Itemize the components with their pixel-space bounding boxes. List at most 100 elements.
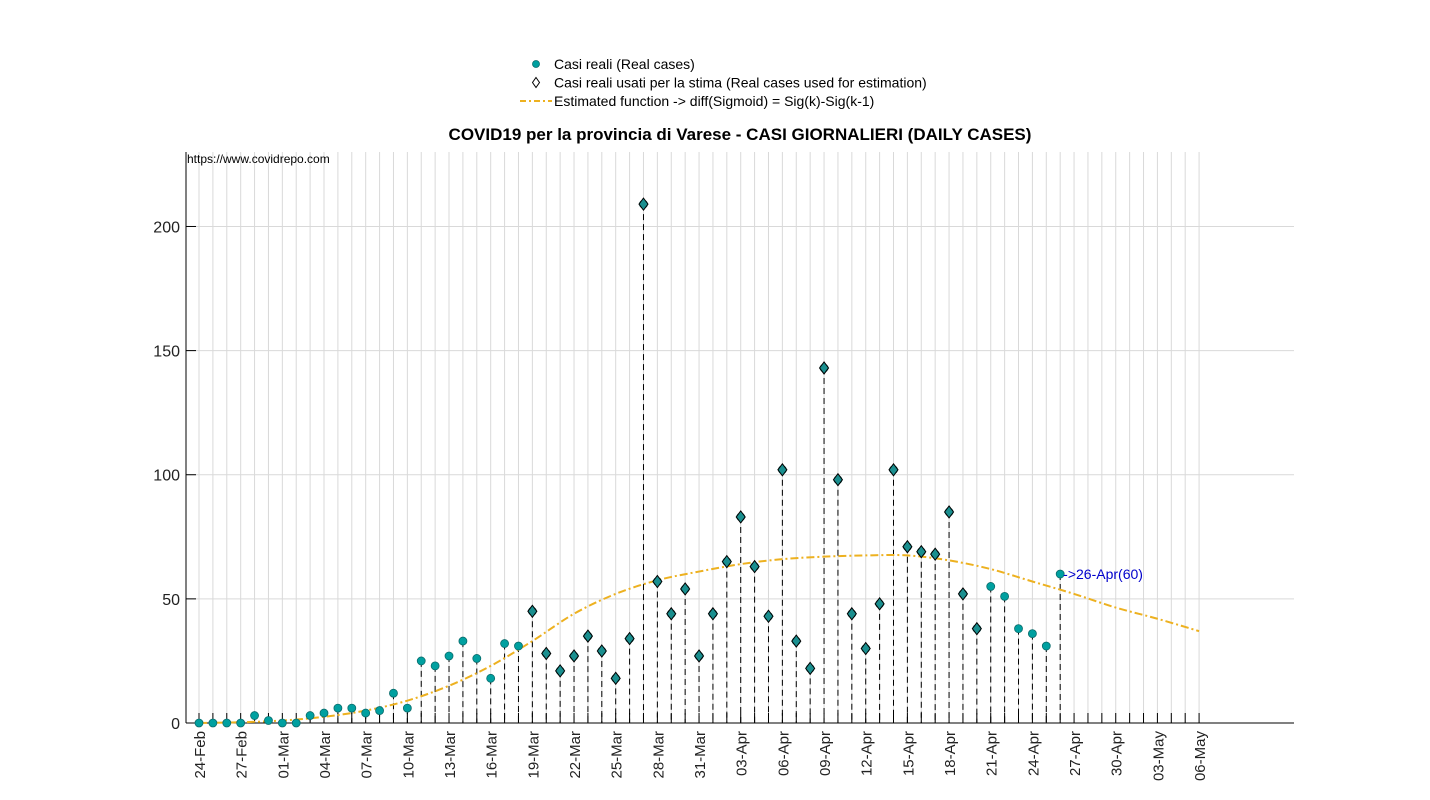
- point-real-case: [194, 718, 204, 728]
- x-tick-label: 31-Mar: [692, 731, 709, 779]
- x-tick-label: 19-Mar: [525, 731, 542, 779]
- legend-marker-dot: [532, 60, 540, 68]
- point-real-case: [347, 703, 357, 713]
- point-real-case: [333, 703, 343, 713]
- point-estimation: [527, 604, 538, 619]
- y-tick-label: 100: [153, 468, 180, 485]
- point-estimation: [555, 664, 566, 678]
- x-tick-label: 12-Apr: [859, 731, 876, 776]
- point-estimation: [624, 631, 635, 646]
- point-estimation: [638, 197, 649, 211]
- point-real-case: [472, 654, 482, 663]
- legend: Casi reali (Real cases) Casi reali usati …: [520, 56, 927, 109]
- point-real-case: [1000, 591, 1010, 601]
- x-tick-label: 07-Mar: [359, 731, 376, 779]
- y-tick-label: 0: [171, 716, 180, 733]
- legend-label: Casi reali usati per la stima (Real case…: [554, 75, 927, 91]
- point-real-case: [430, 661, 440, 671]
- point-real-case: [389, 688, 398, 698]
- x-tick-label: 30-Apr: [1109, 731, 1126, 776]
- point-real-case: [444, 651, 454, 661]
- point-estimation: [680, 582, 691, 596]
- x-tick-label: 27-Feb: [234, 731, 251, 779]
- point-real-case: [264, 716, 273, 725]
- point-real-case: [458, 636, 468, 646]
- point-estimation: [749, 559, 760, 574]
- point-real-case: [514, 641, 523, 651]
- point-estimation: [763, 609, 774, 624]
- y-tick-label: 50: [162, 592, 180, 609]
- x-tick-label: 06-Apr: [775, 731, 792, 776]
- x-tick-label: 04-Mar: [317, 731, 334, 779]
- annotation-label: ->26-Apr(60): [1063, 566, 1143, 582]
- x-tick-label: 03-Apr: [734, 731, 751, 776]
- x-tick-label: 06-May: [1192, 731, 1209, 782]
- point-estimation: [596, 644, 607, 658]
- point-estimation: [930, 547, 941, 562]
- x-tick-label: 15-Apr: [900, 731, 917, 776]
- point-real-case: [402, 703, 412, 713]
- point-estimation: [832, 472, 844, 487]
- point-real-case: [1055, 569, 1065, 579]
- y-tick-label: 150: [153, 344, 180, 361]
- x-tick-label: 24-Apr: [1025, 731, 1042, 776]
- point-real-case: [486, 673, 496, 683]
- source-label: https://www.covidrepo.com: [187, 152, 330, 166]
- point-estimation: [916, 544, 927, 559]
- y-tick-labels: 0 50 100 150 200: [153, 219, 180, 733]
- point-estimation: [652, 574, 663, 589]
- point-real-case: [291, 718, 301, 728]
- point-real-case: [416, 656, 426, 666]
- stem-lines: [254, 204, 1061, 723]
- legend-label: Casi reali (Real cases): [554, 56, 695, 72]
- point-estimation: [735, 510, 746, 524]
- x-tick-label: 21-Apr: [984, 731, 1001, 776]
- point-estimation: [846, 606, 857, 621]
- point-estimation: [805, 661, 816, 676]
- x-tick-label: 13-Mar: [442, 731, 459, 779]
- point-estimation: [777, 462, 788, 477]
- point-real-case: [361, 708, 371, 718]
- point-real-case: [236, 718, 246, 728]
- x-tick-label: 27-Apr: [1067, 731, 1084, 776]
- x-tick-label: 28-Mar: [650, 731, 667, 779]
- point-real-case: [319, 708, 329, 718]
- point-real-case: [277, 718, 287, 728]
- x-tick-label: 25-Mar: [609, 731, 626, 779]
- legend-marker-diamond: [531, 76, 541, 89]
- x-tick-label: 24-Feb: [192, 731, 209, 779]
- x-tick-labels: 24-Feb 27-Feb 01-Mar 04-Mar 07-Mar 10-Mar 13-M…: [192, 731, 1209, 782]
- point-estimation: [693, 649, 705, 663]
- point-estimation: [902, 539, 913, 554]
- point-estimation: [541, 646, 552, 661]
- data-points: [194, 197, 1065, 728]
- point-estimation: [582, 629, 594, 643]
- point-real-case: [1014, 624, 1023, 634]
- x-tick-label: 22-Mar: [567, 731, 584, 779]
- x-tick-label: 03-May: [1150, 731, 1167, 782]
- point-real-case: [375, 706, 384, 715]
- point-estimation: [610, 671, 621, 686]
- point-estimation: [818, 361, 830, 375]
- point-real-case: [250, 711, 259, 720]
- point-estimation: [971, 621, 982, 636]
- x-tick-label: 18-Apr: [942, 731, 959, 776]
- point-estimation: [666, 606, 677, 621]
- x-tick-label: 16-Mar: [484, 731, 501, 779]
- annotations: ->26-Apr(60): [1063, 566, 1143, 582]
- x-tick-label: 10-Mar: [400, 731, 417, 779]
- point-estimation: [957, 587, 969, 601]
- point-estimation: [888, 462, 899, 477]
- x-tick-label: 01-Mar: [275, 731, 292, 779]
- chart-title: COVID19 per la provincia di Varese - CAS…: [449, 125, 1032, 144]
- point-real-case: [305, 711, 315, 720]
- point-real-case: [500, 639, 509, 648]
- point-real-case: [986, 582, 996, 591]
- point-estimation: [721, 554, 732, 569]
- point-estimation: [874, 597, 885, 611]
- point-real-case: [1028, 629, 1037, 639]
- point-estimation: [791, 634, 802, 648]
- point-estimation: [707, 606, 719, 621]
- point-real-case: [1041, 641, 1051, 651]
